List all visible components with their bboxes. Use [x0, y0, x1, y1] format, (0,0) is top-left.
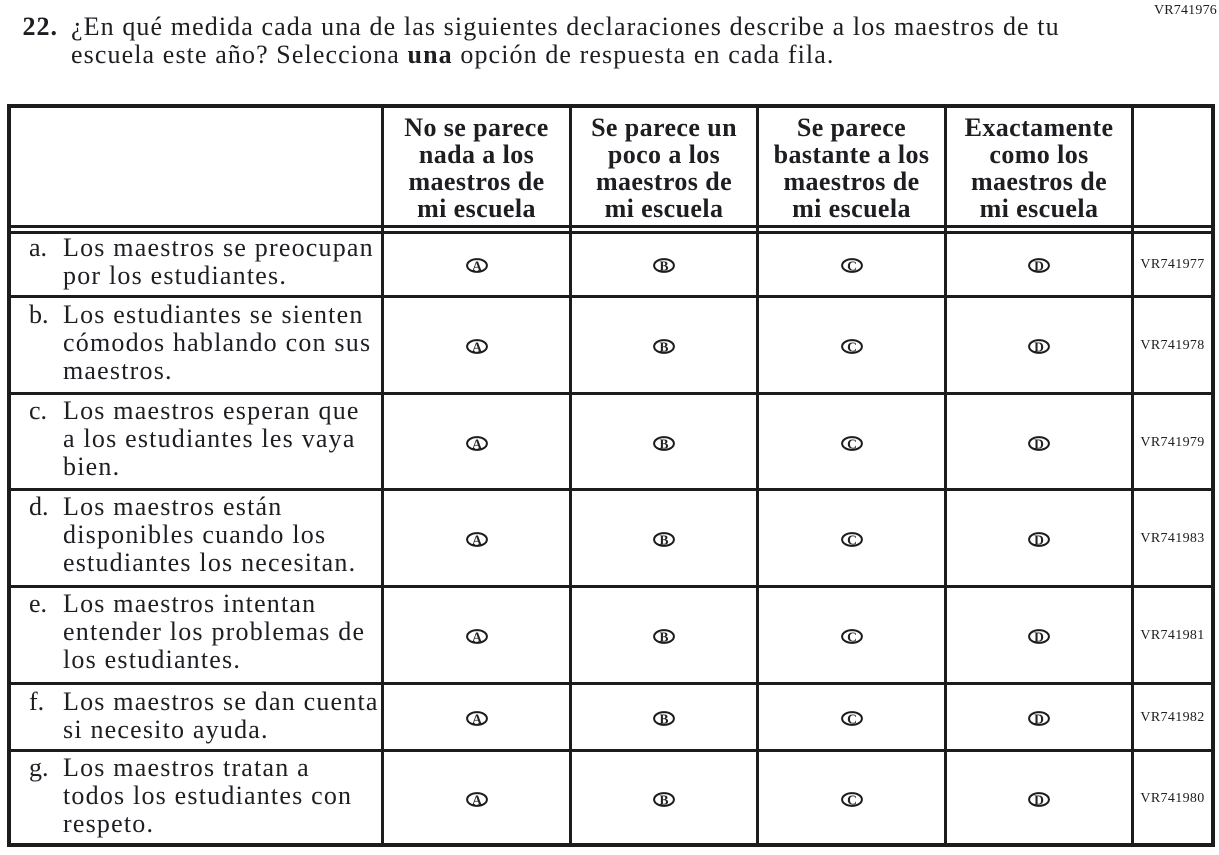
svg-text:D: D — [1034, 339, 1044, 354]
svg-text:D: D — [1034, 532, 1044, 547]
svg-text:A: A — [472, 792, 482, 807]
svg-text:A: A — [472, 258, 482, 273]
svg-text:D: D — [1034, 258, 1044, 273]
svg-text:C: C — [847, 532, 857, 547]
svg-text:C: C — [847, 711, 857, 726]
svg-text:B: B — [659, 711, 668, 726]
svg-text:C: C — [847, 629, 857, 644]
svg-text:A: A — [472, 436, 482, 451]
svg-text:B: B — [659, 436, 668, 451]
svg-text:C: C — [847, 258, 857, 273]
svg-text:D: D — [1034, 436, 1044, 451]
svg-text:A: A — [472, 629, 482, 644]
svg-text:A: A — [472, 339, 482, 354]
svg-text:A: A — [472, 711, 482, 726]
svg-text:B: B — [659, 532, 668, 547]
svg-text:B: B — [659, 339, 668, 354]
svg-text:D: D — [1034, 792, 1044, 807]
svg-text:C: C — [847, 792, 857, 807]
svg-text:C: C — [847, 339, 857, 354]
svg-text:B: B — [659, 629, 668, 644]
svg-text:C: C — [847, 436, 857, 451]
svg-text:D: D — [1034, 711, 1044, 726]
svg-text:B: B — [659, 258, 668, 273]
svg-text:A: A — [472, 532, 482, 547]
svg-text:B: B — [659, 792, 668, 807]
svg-text:D: D — [1034, 629, 1044, 644]
